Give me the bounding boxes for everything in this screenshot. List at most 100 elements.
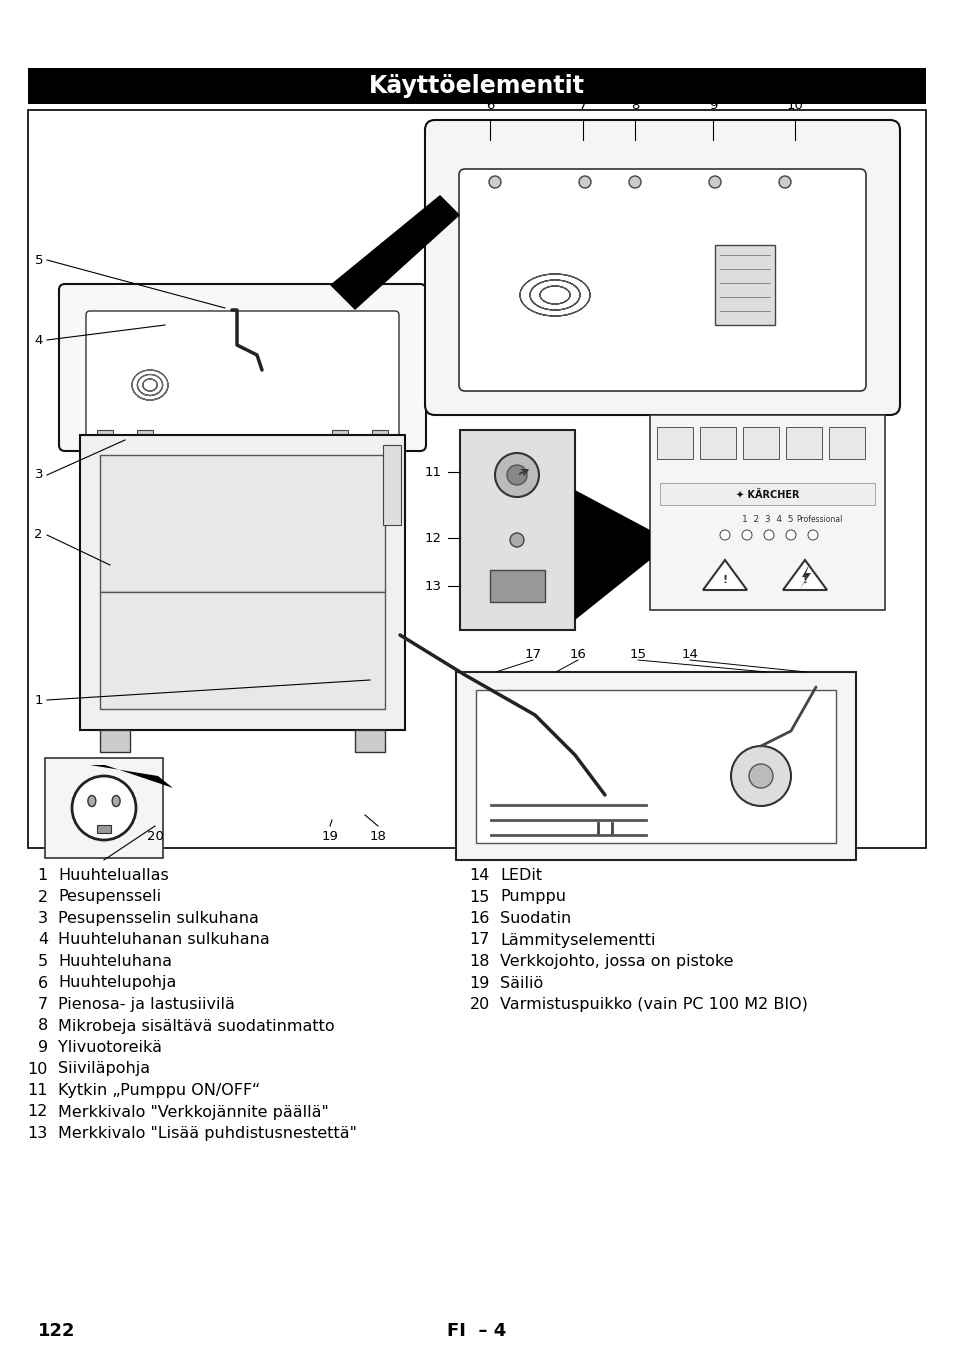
Text: FI  – 4: FI – 4 [447, 1322, 506, 1340]
Text: 4: 4 [34, 333, 43, 347]
FancyBboxPatch shape [59, 284, 426, 451]
Circle shape [578, 176, 590, 188]
Bar [28, 68, 925, 104]
Text: 14: 14 [680, 649, 698, 661]
Text: Huuhtelupohja: Huuhtelupohja [58, 975, 176, 991]
Text: 5: 5 [38, 955, 48, 969]
Bar [80, 435, 405, 730]
Polygon shape [800, 563, 810, 589]
Text: Varmistuspuikko (vain PC 100 M2 BIO): Varmistuspuikko (vain PC 100 M2 BIO) [499, 997, 807, 1011]
Text: Mikrobeja sisältävä suodatinmatto: Mikrobeja sisältävä suodatinmatto [58, 1018, 335, 1033]
Text: 10: 10 [28, 1062, 48, 1076]
Text: 5: 5 [34, 253, 43, 267]
Bar [456, 672, 855, 860]
Text: 18: 18 [469, 955, 490, 969]
Bar [100, 592, 385, 709]
Bar [28, 110, 925, 848]
Text: 12: 12 [28, 1105, 48, 1120]
Bar [828, 427, 864, 459]
Circle shape [71, 776, 136, 839]
Bar [785, 427, 821, 459]
Text: 8: 8 [38, 1018, 48, 1033]
Bar [700, 427, 735, 459]
Circle shape [785, 529, 795, 540]
Text: 9: 9 [708, 99, 717, 112]
Bar [659, 483, 874, 505]
Text: 15: 15 [629, 649, 646, 661]
Text: 1: 1 [38, 868, 48, 883]
Text: Ylivuotoreikä: Ylivuotoreikä [58, 1040, 162, 1055]
Ellipse shape [112, 796, 120, 807]
Polygon shape [90, 765, 172, 788]
Circle shape [708, 176, 720, 188]
Text: Lämmityselementti: Lämmityselementti [499, 933, 655, 948]
Text: LEDit: LEDit [499, 868, 541, 883]
Text: Pesupensseli: Pesupensseli [58, 890, 161, 904]
Text: 2: 2 [34, 528, 43, 542]
Bar [476, 691, 835, 844]
Text: Huuhteluhanan sulkuhana: Huuhteluhanan sulkuhana [58, 933, 270, 948]
Text: 19: 19 [469, 975, 490, 991]
Text: 6: 6 [38, 975, 48, 991]
Text: 2: 2 [38, 890, 48, 904]
Text: 3: 3 [34, 468, 43, 482]
Text: 11: 11 [28, 1083, 48, 1098]
Text: Merkkivalo "Lisää puhdistusnestettä": Merkkivalo "Lisää puhdistusnestettä" [58, 1127, 356, 1141]
Bar [100, 730, 130, 751]
Text: Suodatin: Suodatin [499, 911, 571, 926]
Text: 16: 16 [469, 911, 490, 926]
Circle shape [720, 529, 729, 540]
Text: 3: 3 [38, 911, 48, 926]
Circle shape [748, 764, 772, 788]
Text: 4: 4 [38, 933, 48, 948]
Text: 1  2  3  4  5: 1 2 3 4 5 [741, 515, 792, 524]
Bar [332, 431, 348, 440]
Bar [657, 427, 692, 459]
Text: Merkkivalo "Verkkojännite päällä": Merkkivalo "Verkkojännite päällä" [58, 1105, 329, 1120]
Text: 16: 16 [569, 649, 586, 661]
Text: Säiliö: Säiliö [499, 975, 542, 991]
Text: 9: 9 [38, 1040, 48, 1055]
Text: 11: 11 [424, 466, 441, 478]
Circle shape [741, 529, 751, 540]
Bar [372, 431, 388, 440]
Text: 6: 6 [485, 99, 494, 112]
Bar [459, 431, 575, 630]
Bar [45, 758, 163, 858]
FancyBboxPatch shape [458, 169, 865, 391]
Text: !: ! [801, 575, 807, 585]
Circle shape [763, 529, 773, 540]
Polygon shape [702, 561, 746, 590]
Bar [382, 445, 400, 525]
Text: 15: 15 [469, 890, 490, 904]
Text: 17: 17 [524, 649, 541, 661]
Text: 19: 19 [321, 830, 338, 842]
Text: 20: 20 [469, 997, 490, 1011]
Bar [490, 570, 544, 603]
FancyBboxPatch shape [582, 791, 626, 827]
Bar [649, 414, 884, 611]
Text: Siiviläpohja: Siiviläpohja [58, 1062, 150, 1076]
Text: Professional: Professional [795, 515, 841, 524]
Text: !: ! [721, 575, 727, 585]
Text: 8: 8 [630, 99, 639, 112]
Circle shape [495, 454, 538, 497]
Bar [97, 825, 111, 833]
Text: ✦ KÄRCHER: ✦ KÄRCHER [735, 489, 799, 500]
Text: Käyttöelementit: Käyttöelementit [369, 74, 584, 97]
Text: 18: 18 [369, 830, 386, 842]
Text: Huuhteluhana: Huuhteluhana [58, 955, 172, 969]
Bar [714, 245, 774, 325]
FancyBboxPatch shape [424, 121, 899, 414]
Circle shape [510, 533, 523, 547]
Text: 7: 7 [38, 997, 48, 1011]
Ellipse shape [88, 796, 95, 807]
Text: Verkkojohto, jossa on pistoke: Verkkojohto, jossa on pistoke [499, 955, 733, 969]
Text: Pumppu: Pumppu [499, 890, 565, 904]
Text: 17: 17 [469, 933, 490, 948]
Text: Kytkin „Pumppu ON/OFF“: Kytkin „Pumppu ON/OFF“ [58, 1083, 260, 1098]
Polygon shape [575, 490, 649, 620]
Circle shape [807, 529, 817, 540]
Bar [355, 730, 385, 751]
Text: 12: 12 [424, 532, 441, 544]
